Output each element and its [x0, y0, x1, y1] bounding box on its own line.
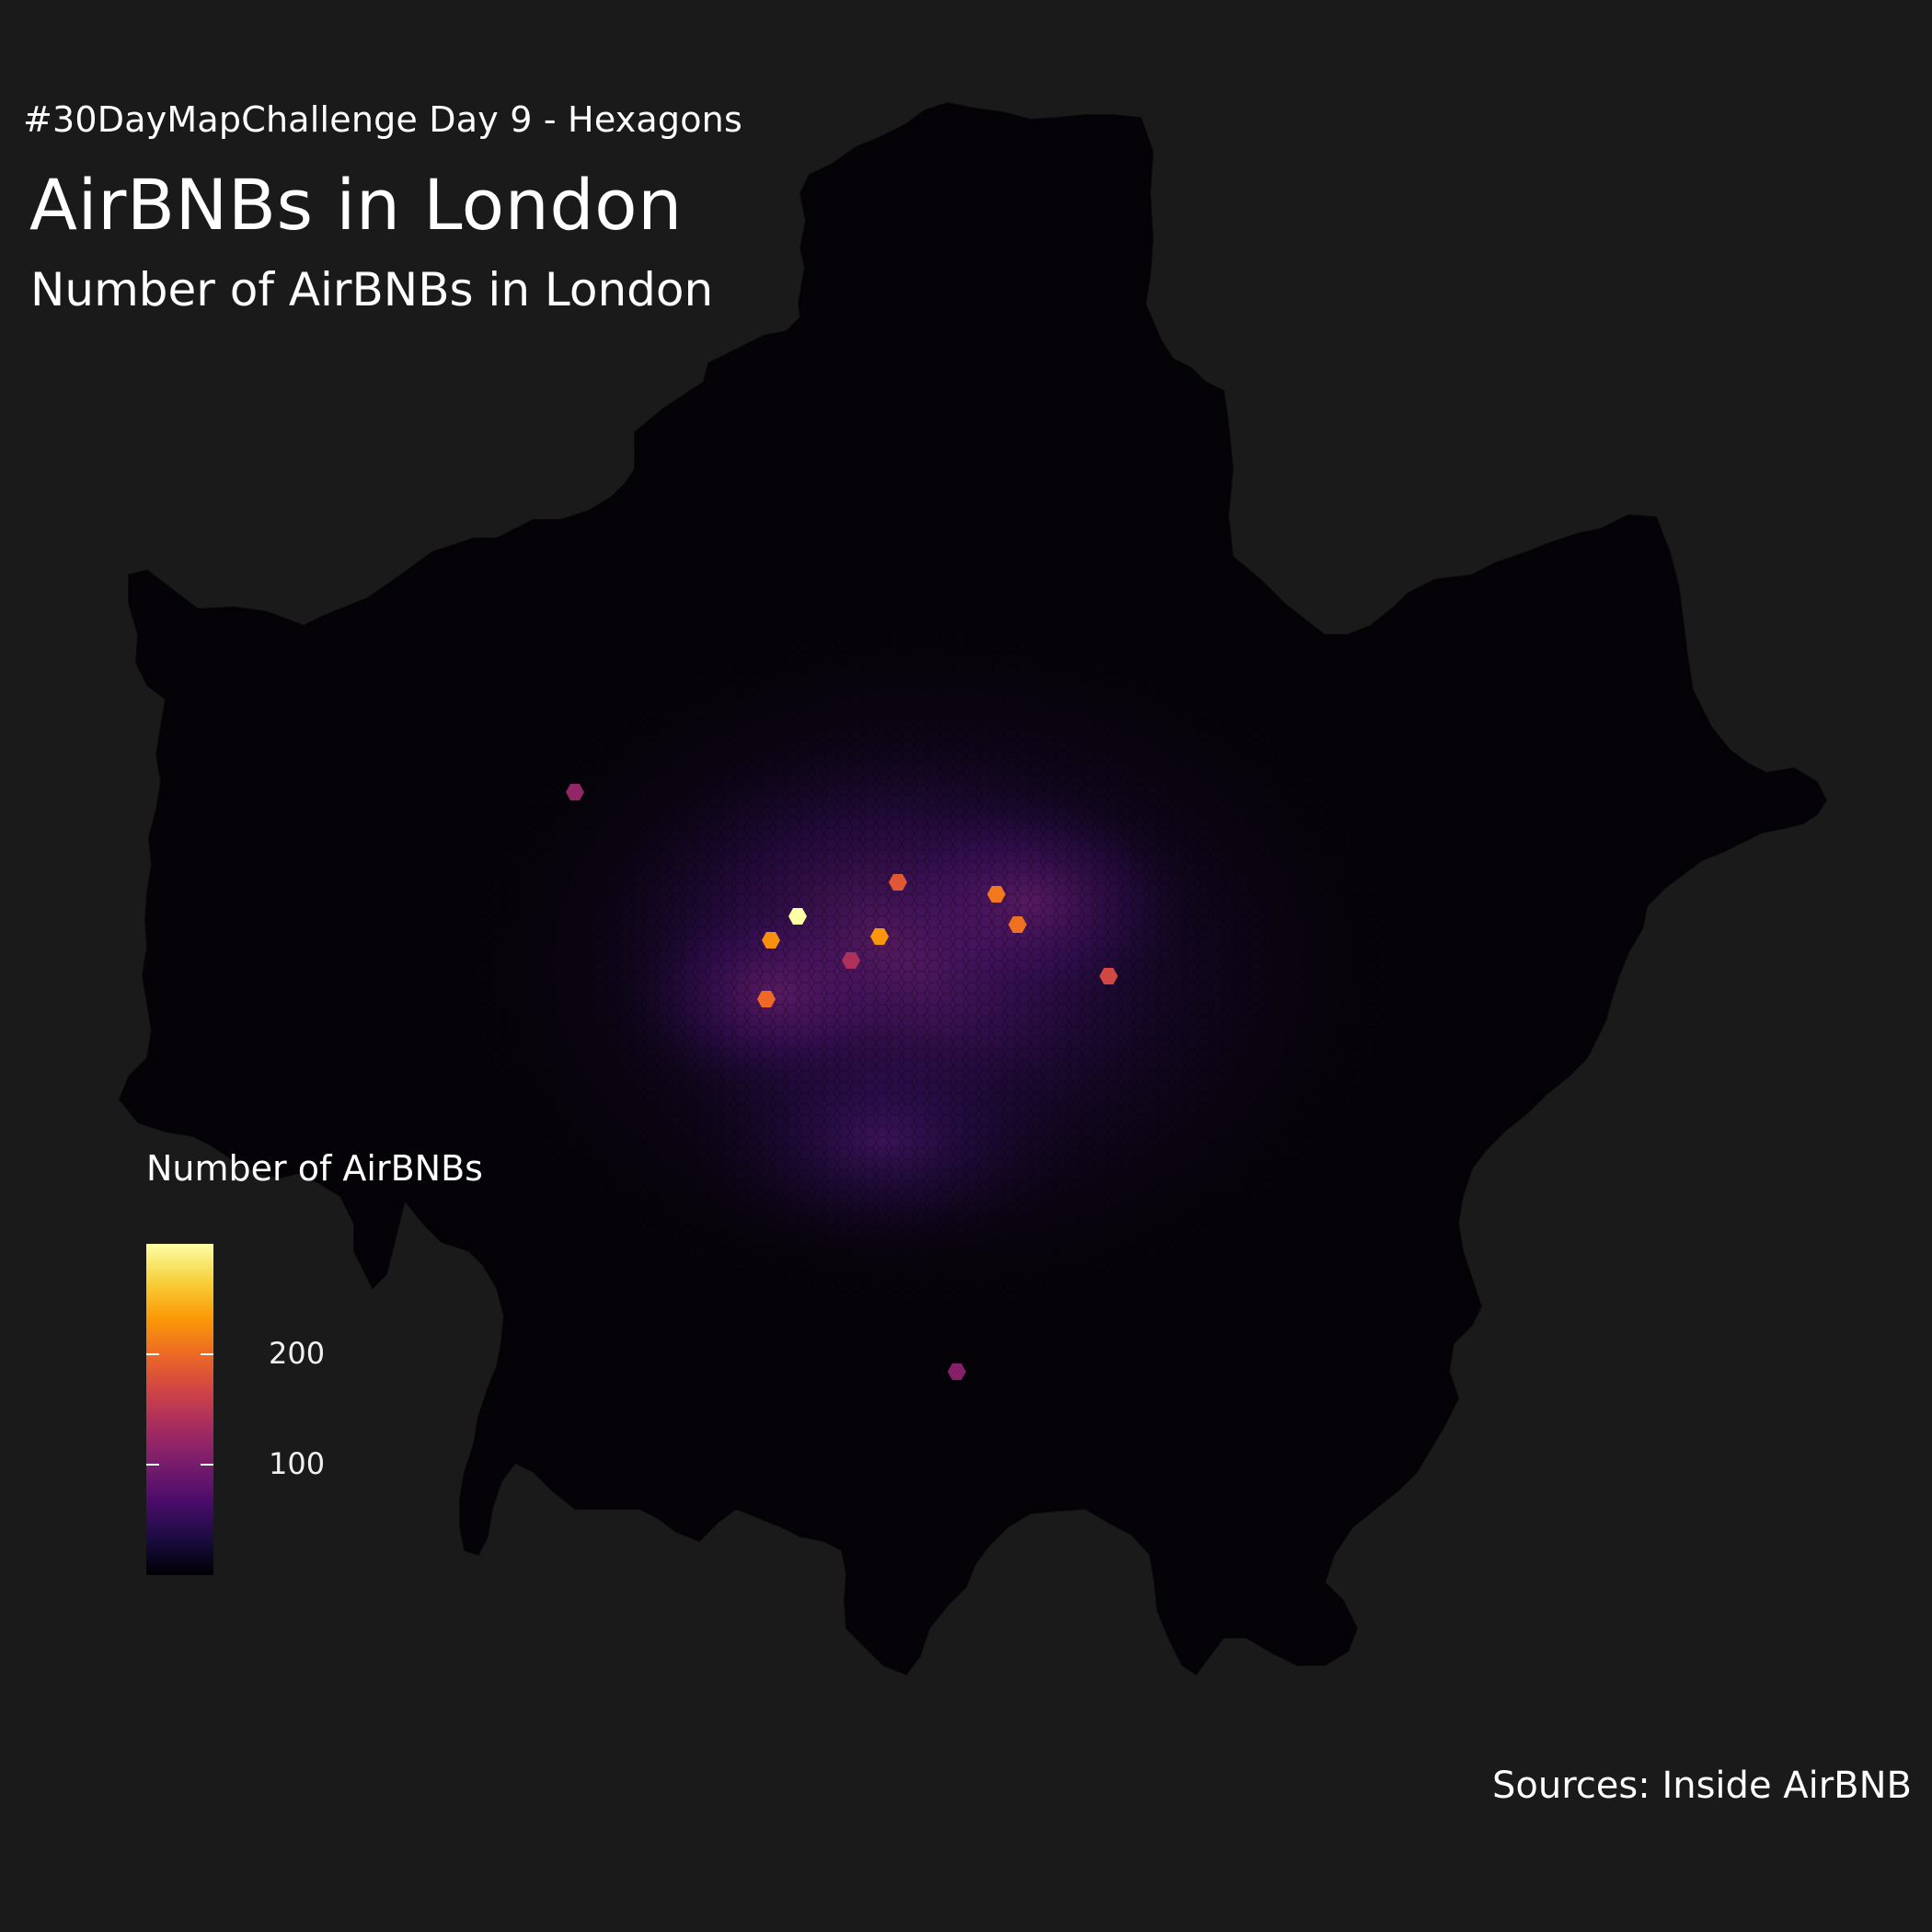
legend-title: Number of AirBNBs: [146, 1148, 483, 1189]
hotspot-hex: [762, 932, 780, 949]
hotspot-hex: [757, 991, 776, 1007]
hotspot-hex: [948, 1363, 966, 1380]
hotspot-hex: [1008, 916, 1027, 933]
hotspot-hex: [870, 928, 889, 945]
legend-tick-label: 100: [269, 1446, 326, 1481]
hotspot-layer: [566, 784, 1118, 1380]
legend-tick-label: 200: [269, 1336, 326, 1371]
hotspot-hex: [987, 886, 1006, 903]
legend-colorbar: [146, 1244, 213, 1575]
hotspot-hex: [566, 784, 584, 800]
page-title: AirBNBs in London: [29, 164, 683, 246]
hotspot-hex: [788, 908, 807, 925]
page-subtitle: Number of AirBNBs in London: [30, 263, 714, 316]
hotspot-hex: [842, 952, 860, 969]
hotspot-hex: [889, 874, 907, 891]
hotspot-hex: [1099, 968, 1118, 984]
challenge-tag: #30DayMapChallenge Day 9 - Hexagons: [23, 99, 742, 140]
source-caption: Sources: Inside AirBNB: [1492, 1765, 1912, 1807]
